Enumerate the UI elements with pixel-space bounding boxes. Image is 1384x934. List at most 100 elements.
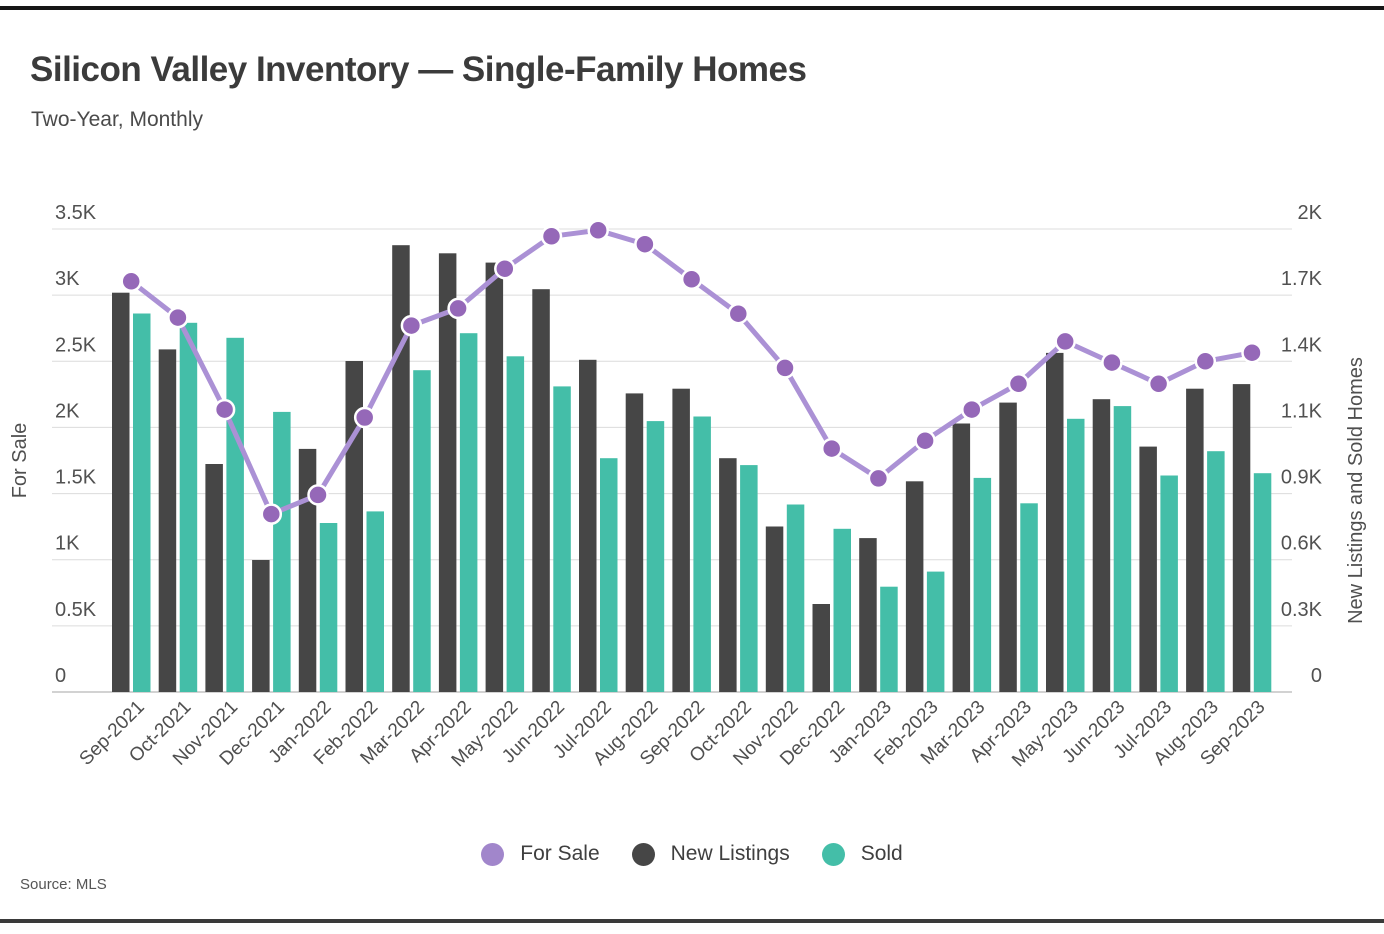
bar-new-listings [158,349,177,692]
for-sale-marker [400,314,423,337]
legend-label-for-sale: For Sale [520,842,600,865]
for-sale-swatch-icon [481,842,505,866]
bar-new-listings [1092,399,1111,692]
bar-sold [833,528,851,692]
left-axis-tick-label: 0 [55,665,66,687]
bar-new-listings [579,359,597,692]
for-sale-marker [820,437,843,460]
bar-new-listings [1139,446,1157,692]
bar-sold [1020,503,1038,692]
bar-new-listings [1046,352,1064,692]
for-sale-marker [167,306,189,329]
bar-new-listings [1186,388,1204,692]
for-sale-marker [540,225,563,248]
for-sale-marker [260,503,283,525]
for-sale-marker [1241,341,1263,364]
bar-sold [459,333,478,692]
for-sale-marker [1194,350,1217,373]
for-sale-marker [353,406,376,429]
bar-sold [319,523,338,692]
left-axis-tick-label: 1K [55,533,80,555]
left-axis-tick-label: 2.5K [55,334,97,356]
for-sale-marker [213,398,236,421]
right-axis-title: New Listings and Sold Homes [1345,357,1367,624]
left-axis-tick-label: 1.5K [55,467,97,489]
new-listings-swatch-icon [631,842,655,866]
for-sale-marker [1007,373,1030,395]
bar-new-listings [438,253,457,693]
bar-new-listings [719,458,737,692]
right-axis-tick-label: 2K [1298,202,1323,224]
legend: For Sale New Listings Sold [0,842,1384,866]
legend-item-new-listings: New Listings [631,842,790,866]
bar-sold [1207,451,1225,692]
top-rule [0,6,1384,10]
bar-sold [693,416,711,692]
sold-swatch-icon [821,842,845,866]
bar-sold [1253,473,1272,692]
left-axis-tick-label: 3K [55,268,80,290]
for-sale-marker [447,297,469,320]
for-sale-marker [914,429,936,452]
for-sale-marker [867,467,890,490]
source-note: Source: MLS [20,876,107,893]
bar-sold [506,356,525,692]
bar-sold [133,313,151,692]
for-sale-marker [680,268,703,291]
bar-sold [786,504,805,692]
bar-sold [226,337,244,692]
chart-subtitle: Two-Year, Monthly [31,108,203,131]
for-sale-marker [1054,330,1076,353]
legend-item-sold: Sold [821,842,903,866]
bar-new-listings [999,402,1017,692]
bar-new-listings [112,292,130,692]
for-sale-marker [494,257,516,280]
for-sale-marker [727,302,750,325]
right-axis-tick-label: 0.3K [1281,599,1323,621]
for-sale-marker [1147,373,1170,395]
bar-sold [973,477,992,692]
for-sale-marker [1101,351,1123,374]
bar-sold [880,586,898,692]
bar-sold [553,386,571,692]
bar-new-listings [205,464,223,692]
left-axis-title: For Sale [9,423,31,499]
for-sale-marker [307,484,329,506]
for-sale-marker [120,270,142,293]
bar-sold [273,411,291,692]
for-sale-marker [774,357,796,379]
chart-title: Silicon Valley Inventory — Single-Family… [30,50,807,89]
for-sale-marker [587,219,609,242]
bar-sold [413,370,431,692]
bar-new-listings [859,538,877,692]
bar-sold [1067,418,1085,692]
left-axis-tick-label: 3.5K [55,202,97,224]
bar-sold [1113,406,1132,692]
right-axis-tick-label: 0.9K [1281,467,1323,489]
bar-new-listings [765,526,784,692]
bar-new-listings [252,560,270,692]
bar-new-listings [1232,384,1251,692]
bar-new-listings [905,481,924,692]
bar-new-listings [952,423,971,692]
right-axis-tick-label: 1.7K [1281,268,1323,290]
bottom-rule [0,919,1384,923]
bar-sold [740,465,758,692]
left-axis-tick-label: 0.5K [55,599,97,621]
right-axis-tick-label: 1.1K [1281,400,1323,422]
bar-sold [646,421,665,692]
bar-new-listings [812,604,830,692]
bar-new-listings [532,289,550,692]
right-axis-tick-label: 1.4K [1281,334,1323,356]
bar-sold [366,511,384,692]
legend-label-new-listings: New Listings [670,842,790,865]
bar-new-listings [298,448,317,692]
right-axis-tick-label: 0.6K [1281,533,1323,555]
bar-sold [600,458,618,692]
bar-sold [1160,475,1178,692]
for-sale-marker [961,398,983,421]
bar-new-listings [392,245,410,692]
bar-new-listings [672,388,690,692]
